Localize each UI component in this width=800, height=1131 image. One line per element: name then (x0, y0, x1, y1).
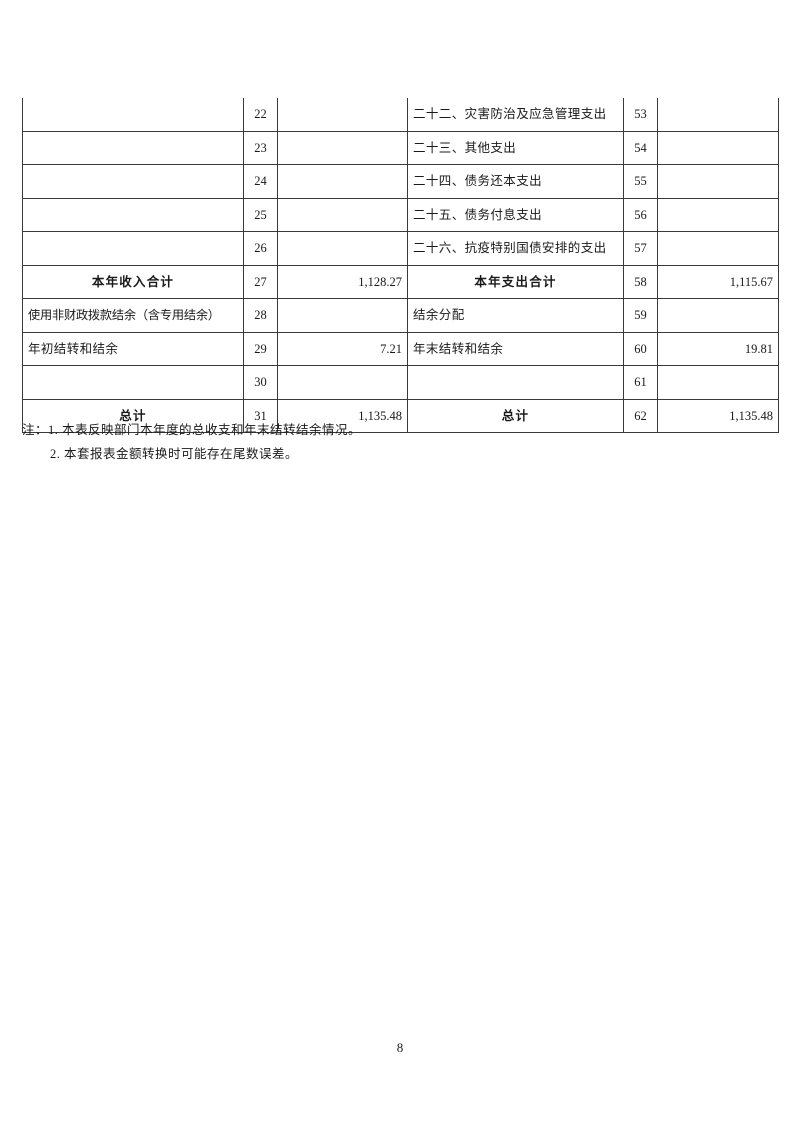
row-label-expense: 二十四、债务还本支出 (407, 164, 624, 199)
row-label-income (22, 231, 244, 266)
row-value-income: 1,128.27 (277, 265, 408, 299)
footnote-line-2: 2. 本套报表金额转换时可能存在尾数误差。 (50, 447, 299, 462)
row-label-expense: 二十五、债务付息支出 (407, 198, 624, 232)
row-value-expense: 19.81 (657, 332, 779, 366)
table-row-grand-total: 总计 31 1,135.48 总计 62 1,135.48 (22, 399, 779, 433)
row-value-expense (657, 98, 779, 132)
table-row: 使用非财政拨款结余（含专用结余） 28 结余分配 59 (22, 298, 779, 333)
row-code-expense: 60 (623, 332, 658, 366)
row-value-expense: 1,115.67 (657, 265, 779, 299)
row-value-income (277, 231, 408, 266)
row-value-expense (657, 164, 779, 199)
row-label-expense (407, 365, 624, 400)
row-value-expense (657, 365, 779, 400)
table-row: 22 二十二、灾害防治及应急管理支出 53 (22, 98, 779, 132)
row-label-income (22, 198, 244, 232)
row-code-expense: 55 (623, 164, 658, 199)
row-label-expense: 二十三、其他支出 (407, 131, 624, 165)
table-row: 24 二十四、债务还本支出 55 (22, 164, 779, 199)
row-label-expense: 年末结转和结余 (407, 332, 624, 366)
row-code-income: 31 (243, 399, 278, 433)
row-code-expense: 57 (623, 231, 658, 266)
page-number: 8 (396, 1040, 404, 1055)
table-body: 22 二十二、灾害防治及应急管理支出 53 23 二十三、其他支出 54 (22, 98, 779, 433)
row-value-income (277, 198, 408, 232)
row-label-expense: 结余分配 (407, 298, 624, 333)
row-value-income (277, 365, 408, 400)
row-label-income-total: 本年收入合计 (22, 265, 244, 299)
row-value-income (277, 98, 408, 132)
row-value-expense: 1,135.48 (657, 399, 779, 433)
row-code-expense: 59 (623, 298, 658, 333)
row-code-expense: 54 (623, 131, 658, 165)
table-row: 30 61 (22, 365, 779, 400)
row-label-income (22, 164, 244, 199)
row-label-income: 使用非财政拨款结余（含专用结余） (22, 298, 244, 333)
row-label-expense-total: 本年支出合计 (407, 265, 624, 299)
row-value-expense (657, 131, 779, 165)
row-code-income: 24 (243, 164, 278, 199)
row-code-expense: 62 (623, 399, 658, 433)
row-code-income: 26 (243, 231, 278, 266)
row-code-income: 28 (243, 298, 278, 333)
row-label-income-grand-total: 总计 (22, 399, 244, 433)
row-value-income: 7.21 (277, 332, 408, 366)
row-value-income (277, 164, 408, 199)
table-row-total-year: 本年收入合计 27 1,128.27 本年支出合计 58 1,115.67 (22, 265, 779, 299)
row-code-expense: 56 (623, 198, 658, 232)
budget-summary-table: 22 二十二、灾害防治及应急管理支出 53 23 二十三、其他支出 54 (22, 98, 779, 433)
row-label-expense: 二十二、灾害防治及应急管理支出 (407, 98, 624, 132)
row-label-income: 年初结转和结余 (22, 332, 244, 366)
row-code-expense: 58 (623, 265, 658, 299)
row-label-income (22, 131, 244, 165)
row-code-income: 29 (243, 332, 278, 366)
row-code-income: 25 (243, 198, 278, 232)
row-code-income: 23 (243, 131, 278, 165)
row-code-income: 30 (243, 365, 278, 400)
row-label-income (22, 98, 244, 132)
row-value-income: 1,135.48 (277, 399, 408, 433)
footnote-line-1: 注：1. 本表反映部门本年度的总收支和年末结转结余情况。 (22, 423, 362, 437)
row-value-expense (657, 298, 779, 333)
row-value-expense (657, 198, 779, 232)
row-code-income: 22 (243, 98, 278, 132)
budget-table-container: 22 二十二、灾害防治及应急管理支出 53 23 二十三、其他支出 54 (22, 98, 779, 433)
row-label-expense: 二十六、抗疫特别国债安排的支出 (407, 231, 624, 266)
row-code-income: 27 (243, 265, 278, 299)
row-label-income (22, 365, 244, 400)
table-row: 23 二十三、其他支出 54 (22, 131, 779, 165)
row-value-expense (657, 231, 779, 266)
row-value-income (277, 298, 408, 333)
row-code-expense: 53 (623, 98, 658, 132)
row-value-income (277, 131, 408, 165)
row-code-expense: 61 (623, 365, 658, 400)
table-footnotes: 注：1. 本表反映部门本年度的总收支和年末结转结余情况。 2. 本套报表金额转换… (22, 418, 622, 467)
table-row: 26 二十六、抗疫特别国债安排的支出 57 (22, 231, 779, 266)
table-row: 25 二十五、债务付息支出 56 (22, 198, 779, 232)
table-row: 年初结转和结余 29 7.21 年末结转和结余 60 19.81 (22, 332, 779, 366)
row-label-expense-grand-total: 总计 (407, 399, 624, 433)
